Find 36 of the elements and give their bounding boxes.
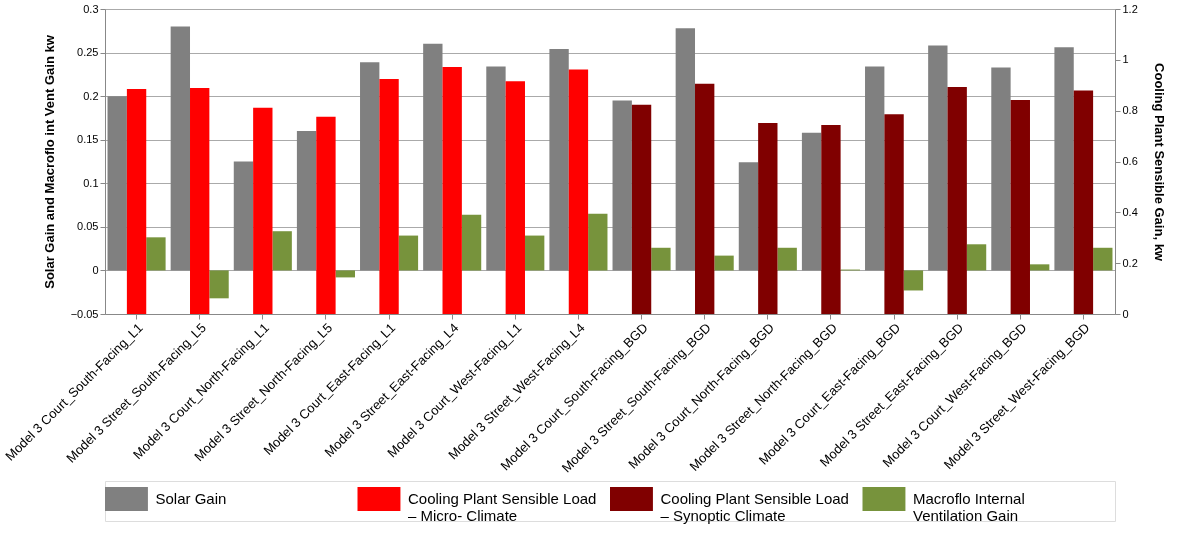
y-tick-label: 0.05	[77, 220, 99, 233]
bar	[903, 270, 924, 291]
y2-tick-label: 0.6	[1122, 155, 1138, 167]
bar	[209, 270, 229, 299]
y2-tick-label: 1	[1122, 53, 1129, 66]
bar	[146, 237, 166, 271]
bar	[966, 244, 987, 271]
y2-axis-title: Cooling Plant Sensible Gain, kw	[1151, 63, 1167, 262]
y2-tick-label: 1.2	[1122, 2, 1138, 15]
legend-label: Cooling Plant Sensible Load – Synoptic Climate	[660, 490, 849, 524]
bar	[588, 213, 608, 271]
bar	[461, 214, 482, 271]
bar	[1029, 264, 1050, 271]
bar	[272, 231, 292, 271]
legend-label: Cooling Plant Sensible Load – Micro- Climate	[408, 490, 597, 524]
bar	[714, 255, 734, 271]
bar	[651, 247, 671, 271]
bar	[777, 247, 797, 271]
y-tick-label: −0.05	[70, 307, 99, 320]
y-axis-title: Solar Gain and Macroflo int Vent Gain kw	[41, 34, 57, 289]
bar	[1093, 247, 1113, 271]
y2-tick-label: 0.8	[1122, 104, 1138, 117]
y-tick-label: 0.3	[83, 2, 99, 15]
y2-tick-label: 0.4	[1122, 205, 1138, 218]
legend-label: Macroflo Internal Ventilation Gain	[913, 490, 1025, 524]
y2-tick-label: 0.2	[1122, 256, 1138, 269]
y-tick-label: 0.1	[83, 176, 99, 189]
y-tick-label: 0.15	[77, 133, 99, 146]
y-tick-label: 0	[92, 263, 99, 276]
y-tick-label: 0.2	[83, 89, 99, 102]
bar	[335, 270, 355, 278]
bar	[398, 235, 419, 271]
y2-tick-label: 0	[1122, 307, 1129, 320]
legend-label: Solar Gain	[155, 490, 227, 507]
y-tick-label: 0.25	[77, 46, 99, 59]
bar	[524, 235, 545, 271]
